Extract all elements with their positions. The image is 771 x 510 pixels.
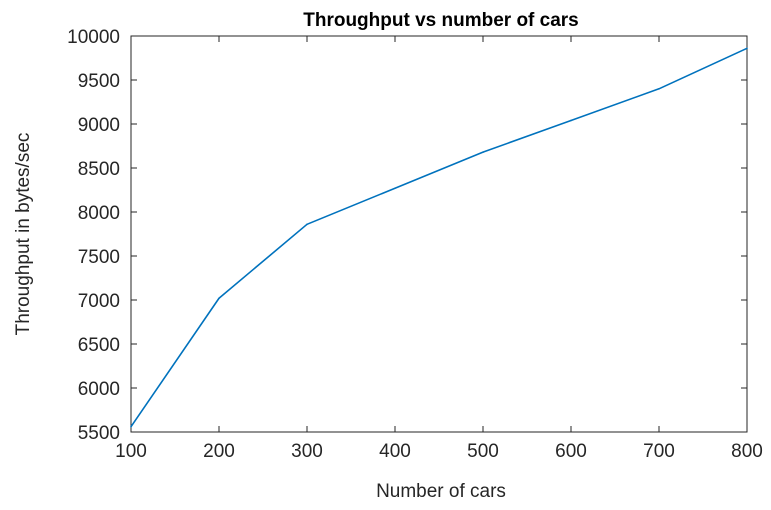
data-point — [482, 151, 484, 153]
x-axis-label: Number of cars — [376, 481, 506, 502]
x-tick-label: 300 — [291, 441, 323, 462]
y-tick-label: 9500 — [78, 71, 120, 92]
x-tick-label: 600 — [555, 441, 587, 462]
data-point — [658, 88, 660, 90]
x-tick-label: 200 — [203, 441, 235, 462]
plot-area — [130, 35, 748, 433]
x-axis: 100 200 300 400 500 600 700 800 — [115, 36, 763, 462]
y-tick-label: 6000 — [78, 379, 120, 400]
y-axis: 5500 6000 6500 7000 7500 8000 8500 9000 9500 1000… — [67, 27, 747, 444]
data-point — [394, 187, 396, 190]
data-point — [130, 425, 132, 428]
y-tick-label: 7000 — [78, 291, 120, 312]
x-tick-label: 100 — [115, 441, 147, 462]
y-tick-label: 6500 — [78, 335, 120, 356]
x-tick-label: 500 — [467, 441, 499, 462]
y-axis-label: Throughput in bytes/sec — [13, 133, 34, 336]
data-point — [570, 119, 572, 122]
x-tick-label: 800 — [731, 441, 763, 462]
x-tick-label: 400 — [379, 441, 411, 462]
data-point — [306, 223, 308, 226]
y-tick-label: 7500 — [78, 247, 120, 268]
y-tick-label: 8000 — [78, 203, 120, 224]
data-point — [746, 47, 748, 50]
chart-title: Throughput vs number of cars — [303, 10, 579, 31]
y-tick-label: 9000 — [78, 115, 120, 136]
y-tick-label: 8500 — [78, 159, 120, 180]
series-layer — [130, 47, 748, 428]
y-tick-label: 5500 — [78, 423, 120, 444]
data-point — [218, 297, 220, 300]
series-line — [130, 47, 748, 428]
y-tick-label: 10000 — [67, 27, 120, 48]
x-tick-label: 700 — [643, 441, 675, 462]
